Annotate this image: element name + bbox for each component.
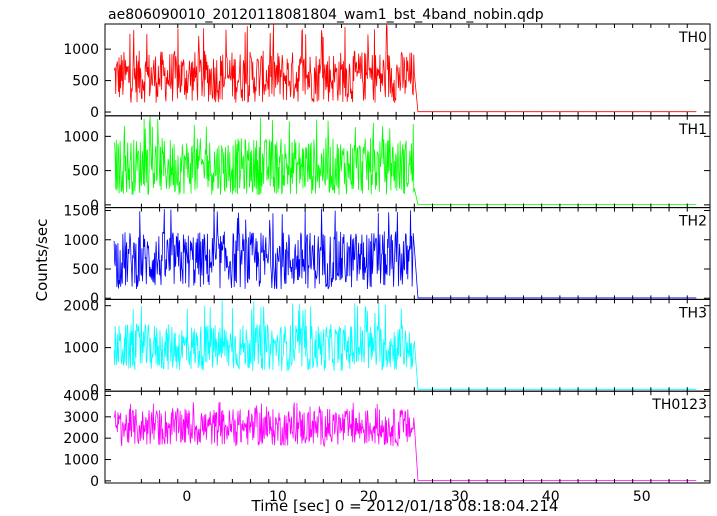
series-line-th3 — [113, 300, 697, 390]
y-tick-label: 3000 — [63, 410, 99, 426]
y-tick-label: 1000 — [63, 42, 99, 58]
y-tick-label: 0 — [90, 383, 99, 399]
x-tick-label: 40 — [542, 489, 560, 505]
panel-th3: 0 1000 2000 TH3 — [63, 299, 711, 399]
y-tick-label: 0 — [90, 105, 99, 121]
y-tick-label: 1000 — [63, 233, 99, 249]
x-tick-label: 20 — [360, 489, 378, 505]
series-line-th0123 — [113, 401, 697, 482]
panel-label-th2: TH2 — [678, 214, 707, 230]
y-tick-label: 0 — [90, 474, 99, 490]
y-tick-label: 2000 — [63, 299, 99, 315]
y-tick-label: 0 — [90, 198, 99, 214]
x-tick-label: 30 — [451, 489, 469, 505]
y-tick-label: 1000 — [63, 129, 99, 145]
y-tick-label: 500 — [72, 164, 99, 180]
panel-label-th0123: TH0123 — [651, 397, 707, 413]
y-tick-label: 1000 — [63, 341, 99, 357]
panel-th0123: 0 1000 2000 3000 4000 TH0123 — [63, 388, 711, 490]
y-axis-label: Counts/sec — [33, 219, 51, 302]
x-axis-label: Time [sec] 0 = 2012/01/18 08:18:04.214 — [251, 497, 559, 515]
panel-label-th0: TH0 — [678, 30, 707, 46]
x-tick-label: 0 — [182, 489, 191, 505]
panel-th1: 0 500 1000 TH1 — [63, 115, 711, 214]
x-tick-label: 10 — [269, 489, 287, 505]
y-tick-label: 500 — [72, 74, 99, 90]
panel-th2: 0 500 1000 1500 TH2 — [63, 204, 711, 307]
series-line-th0 — [113, 24, 697, 113]
panel-label-th3: TH3 — [678, 305, 707, 321]
y-tick-label: 0 — [90, 291, 99, 307]
y-tick-label: 1000 — [63, 453, 99, 469]
y-tick-label: 4000 — [63, 388, 99, 404]
y-tick-label: 2000 — [63, 431, 99, 447]
series-line-th1 — [113, 116, 697, 205]
chart-title: ae806090010_20120118081804_wam1_bst_4ban… — [108, 7, 544, 23]
y-tick-label: 500 — [72, 262, 99, 278]
series-line-th2 — [113, 208, 697, 299]
panel-frame — [104, 390, 711, 484]
x-tick-label: 50 — [633, 489, 651, 505]
y-tick-label: 1500 — [63, 204, 99, 220]
panel-label-th1: TH1 — [678, 122, 707, 138]
panel-th0: 0 500 1000 TH0 — [63, 23, 711, 121]
